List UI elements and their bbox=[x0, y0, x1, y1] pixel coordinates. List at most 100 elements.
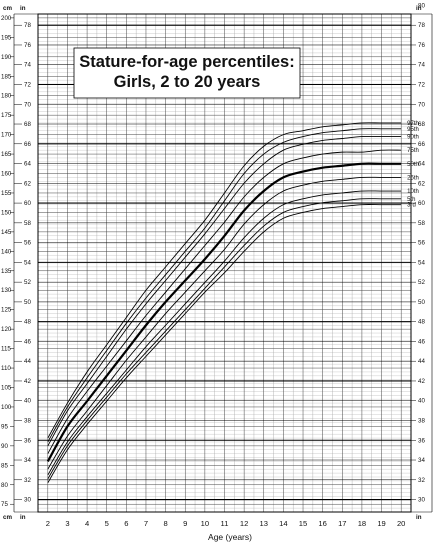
in-tick-label-right: 56 bbox=[418, 240, 425, 247]
cm-tick-label: 140 bbox=[1, 248, 12, 255]
in-tick-label-right: 48 bbox=[418, 319, 425, 326]
x-tick-label: 5 bbox=[105, 519, 109, 528]
series-line-97th bbox=[47, 122, 402, 439]
series-label-90th: 90th bbox=[407, 135, 419, 141]
x-tick-label: 6 bbox=[124, 519, 128, 528]
chart-subtitle: Girls, 2 to 20 years bbox=[114, 73, 261, 91]
series-label-25th: 25th bbox=[407, 175, 419, 181]
series-label-5th: 5th bbox=[407, 197, 415, 203]
in-tick-label-right: 78 bbox=[418, 22, 425, 29]
x-tick-label: 14 bbox=[279, 519, 287, 528]
cm-tick-label: 90 bbox=[1, 443, 8, 450]
cm-tick-label: 175 bbox=[1, 112, 12, 119]
axes bbox=[10, 13, 433, 513]
in-tick-label-right: 52 bbox=[418, 279, 425, 286]
in-tick-label-left: 40 bbox=[24, 398, 31, 405]
series-line-75th bbox=[47, 149, 402, 454]
cm-tick-label: 165 bbox=[1, 151, 12, 158]
in-tick-label-left: 70 bbox=[24, 101, 31, 108]
cm-tick-label: 145 bbox=[1, 229, 12, 236]
cm-tick-label: 155 bbox=[1, 190, 12, 197]
in-tick-label-left: 68 bbox=[24, 121, 31, 128]
cm-tick-label: 150 bbox=[1, 209, 12, 216]
cm-tick-label: 195 bbox=[1, 34, 12, 41]
in-tick-label-left: 54 bbox=[24, 259, 31, 266]
cm-tick-label: 200 bbox=[1, 15, 12, 22]
cm-tick-label: 130 bbox=[1, 287, 12, 294]
in-tick-label-left: 76 bbox=[24, 42, 31, 49]
x-axis-label: Age (years) bbox=[208, 532, 252, 542]
in-tick-label-left: 74 bbox=[24, 62, 31, 69]
cm-tick-label: 160 bbox=[1, 171, 12, 178]
x-tick-label: 19 bbox=[377, 519, 385, 528]
cm-tick-label: 180 bbox=[1, 93, 12, 100]
in-tick-label-left: 66 bbox=[24, 141, 31, 148]
cm-tick-label: 125 bbox=[1, 307, 12, 314]
series-label-10th: 10th bbox=[407, 189, 419, 195]
x-tick-label: 3 bbox=[65, 519, 69, 528]
cm-unit-top: cm bbox=[3, 5, 12, 12]
cm-tick-label: 185 bbox=[1, 73, 12, 80]
in-tick-label-left: 58 bbox=[24, 220, 31, 227]
in-tick-label-left: 60 bbox=[24, 200, 31, 207]
cm-tick-label: 110 bbox=[1, 365, 11, 372]
series-line-3rd bbox=[47, 204, 402, 484]
in-tick-label-right: 30 bbox=[418, 497, 425, 504]
in-tick-label-left: 42 bbox=[24, 378, 31, 385]
in-tick-label-right: 76 bbox=[418, 42, 425, 49]
in-tick-label-left: 64 bbox=[24, 161, 31, 168]
in-tick-label-right: 42 bbox=[418, 378, 425, 385]
cm-tick-label: 85 bbox=[1, 462, 8, 469]
in-tick-label-right: 40 bbox=[418, 398, 425, 405]
in-tick-label-right: 70 bbox=[418, 101, 425, 108]
in-tick-label-left: 48 bbox=[24, 319, 31, 326]
x-tick-label: 20 bbox=[397, 519, 405, 528]
series-line-90th bbox=[47, 135, 402, 447]
chart-title-box: Stature-for-age percentiles: Girls, 2 to… bbox=[73, 47, 301, 99]
series-label-75th: 75th bbox=[407, 148, 419, 154]
in-unit-top-right: in bbox=[416, 5, 422, 12]
in-tick-label-right: 46 bbox=[418, 338, 425, 345]
x-tick-label: 13 bbox=[260, 519, 268, 528]
in-unit-top-left: in bbox=[20, 5, 26, 12]
in-tick-label-right: 58 bbox=[418, 220, 425, 227]
in-tick-label-right: 60 bbox=[418, 200, 425, 207]
x-tick-label: 9 bbox=[183, 519, 187, 528]
x-tick-label: 12 bbox=[240, 519, 248, 528]
in-unit-bottom-right: in bbox=[416, 514, 422, 521]
x-tick-label: 18 bbox=[358, 519, 366, 528]
series-line-95th bbox=[47, 128, 402, 443]
in-unit-bottom-left: in bbox=[20, 514, 26, 521]
in-tick-label-left: 46 bbox=[24, 338, 31, 345]
x-tick-label: 16 bbox=[318, 519, 326, 528]
in-tick-label-right: 74 bbox=[418, 62, 425, 69]
in-tick-label-right-extra: 80 bbox=[418, 2, 425, 9]
chart-title: Stature-for-age percentiles: bbox=[79, 53, 294, 71]
series-line-50th bbox=[46, 162, 402, 462]
major-grid bbox=[38, 14, 411, 512]
series-line-25th bbox=[47, 176, 402, 470]
cm-tick-label: 170 bbox=[1, 132, 12, 139]
series-label-95th: 95th bbox=[407, 127, 419, 133]
cm-tick-label: 75 bbox=[1, 501, 8, 508]
x-tick-label: 15 bbox=[299, 519, 307, 528]
in-tick-label-right: 64 bbox=[418, 161, 425, 168]
x-tick-label: 7 bbox=[144, 519, 148, 528]
series-line-10th bbox=[47, 190, 402, 476]
cm-tick-label: 115 bbox=[1, 346, 11, 353]
in-tick-label-right: 72 bbox=[418, 81, 425, 88]
in-tick-label-left: 30 bbox=[24, 497, 31, 504]
in-tick-label-left: 38 bbox=[24, 417, 31, 424]
cm-tick-label: 105 bbox=[1, 385, 12, 392]
in-tick-label-left: 56 bbox=[24, 240, 31, 247]
in-tick-label-right: 38 bbox=[418, 417, 425, 424]
title-box bbox=[73, 47, 301, 99]
cm-tick-label: 95 bbox=[1, 423, 8, 430]
cm-unit-bottom: cm bbox=[3, 514, 12, 521]
in-tick-label-right: 34 bbox=[418, 457, 425, 464]
cm-tick-label: 80 bbox=[1, 482, 8, 489]
in-tick-label-left: 36 bbox=[24, 437, 31, 444]
in-tick-label-left: 72 bbox=[24, 81, 31, 88]
cm-tick-label: 190 bbox=[1, 54, 12, 61]
